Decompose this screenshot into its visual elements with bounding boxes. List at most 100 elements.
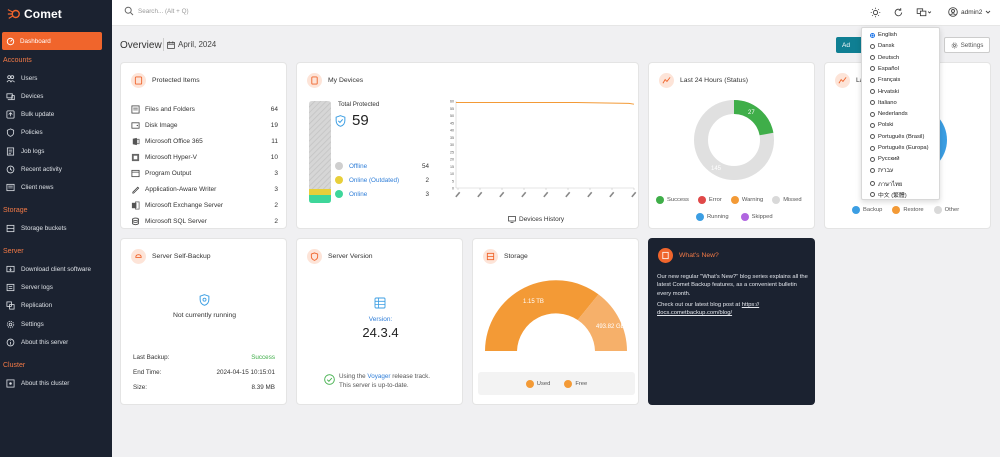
- devices-history-link[interactable]: Devices History: [508, 216, 564, 223]
- legend-item[interactable]: Free: [564, 379, 587, 388]
- refresh-icon[interactable]: [892, 6, 904, 18]
- radio-icon: [870, 181, 875, 187]
- language-option[interactable]: English: [870, 32, 897, 38]
- used-slice: [485, 280, 599, 351]
- devices-icon: [307, 73, 322, 88]
- legend-item[interactable]: Missed: [772, 196, 802, 204]
- status-row-offline[interactable]: Offline 54: [335, 162, 429, 170]
- sidebar-item-job-logs[interactable]: Job logs: [6, 145, 44, 157]
- language-option[interactable]: Polski: [870, 122, 893, 128]
- language-selector[interactable]: [915, 6, 933, 18]
- language-option[interactable]: Italiano: [870, 100, 897, 106]
- language-option[interactable]: ภาษาไทย: [870, 179, 902, 189]
- sidebar-item-download-client[interactable]: Download client software: [6, 263, 91, 275]
- hyper-v-icon: [131, 153, 140, 162]
- language-option[interactable]: Dansk: [870, 43, 894, 49]
- language-option[interactable]: Português (Brasil): [870, 134, 924, 140]
- search-icon: [124, 6, 134, 16]
- x-tick-label: [499, 191, 505, 198]
- sidebar-item-label: Replication: [21, 301, 53, 309]
- status-row-online[interactable]: Online 3: [335, 190, 429, 198]
- legend-label: Warning: [741, 197, 764, 203]
- release-track-link[interactable]: Voyager: [367, 373, 391, 380]
- legend-dot: [697, 196, 706, 204]
- sidebar-item-label: About this cluster: [21, 379, 70, 387]
- language-option[interactable]: 中文 (繁體): [870, 190, 907, 199]
- item-count: 64: [270, 106, 278, 113]
- search-placeholder: Search... (Alt + Q): [138, 7, 189, 15]
- files-folders-icon: [131, 105, 140, 114]
- storage-icon: [483, 249, 498, 264]
- topbar: Search... (Alt + Q) admin2: [112, 0, 1000, 26]
- legend-item[interactable]: Used: [525, 379, 550, 388]
- sidebar-item-replication[interactable]: Replication: [6, 299, 52, 311]
- language-option[interactable]: Português (Europa): [870, 145, 929, 151]
- missed-value: 145: [711, 166, 722, 172]
- dashboard-settings-button[interactable]: Settings: [944, 37, 990, 53]
- sidebar-item-about-server[interactable]: About this server: [6, 336, 68, 348]
- legend-item[interactable]: Running: [696, 213, 729, 221]
- news-icon: [658, 248, 673, 263]
- legend-item[interactable]: Backup: [852, 206, 882, 214]
- sidebar-item-devices[interactable]: Devices: [6, 90, 43, 102]
- sidebar-item-users[interactable]: Users: [6, 72, 37, 84]
- language-option[interactable]: Español: [870, 66, 899, 72]
- legend-item[interactable]: Error: [697, 196, 722, 204]
- sidebar-item-recent-activity[interactable]: Recent activity: [6, 163, 62, 175]
- language-label: Italiano: [878, 99, 897, 106]
- item-label: Microsoft Exchange Server: [145, 202, 224, 209]
- radio-icon: [870, 111, 875, 117]
- status-donut-chart: 27 145: [694, 99, 774, 180]
- status-label: Online: [349, 190, 368, 198]
- language-option[interactable]: Русский: [870, 156, 900, 162]
- version-note: Using the Voyager release track. This se…: [339, 372, 430, 390]
- program-output-icon: [131, 169, 140, 178]
- x-tick-label: [609, 191, 615, 198]
- language-option[interactable]: עברית: [870, 168, 893, 174]
- comet-logo-icon: [7, 9, 20, 19]
- sidebar-item-policies[interactable]: Policies: [6, 126, 43, 138]
- legend-item[interactable]: Other: [933, 206, 959, 214]
- list-item: Microsoft Exchange Server 2: [131, 201, 278, 210]
- language-option[interactable]: Deutsch: [870, 55, 899, 61]
- language-label: Nederlands: [878, 111, 908, 118]
- gear-icon: [6, 320, 15, 329]
- y-tick-label: 40: [450, 129, 454, 133]
- sidebar-item-dashboard[interactable]: Dashboard: [2, 32, 102, 50]
- language-option[interactable]: Hrvatski: [870, 89, 899, 95]
- sidebar-item-storage-buckets[interactable]: Storage buckets: [6, 222, 67, 234]
- search-input[interactable]: Search... (Alt + Q): [124, 6, 189, 16]
- month-picker[interactable]: April, 2024: [167, 40, 216, 49]
- status-legend: Success Error Warning Missed: [656, 196, 802, 204]
- sidebar-item-bulk-update[interactable]: Bulk update: [6, 108, 54, 120]
- add-button[interactable]: Ad: [836, 37, 864, 53]
- legend-item[interactable]: Skipped: [740, 213, 773, 221]
- version-value: 24.3.4: [362, 325, 399, 340]
- devices-history-line: [456, 101, 635, 105]
- language-label: Polski: [878, 122, 894, 129]
- storage-card: Storage 1.15 TB 493.82 GB Used Free: [472, 238, 639, 405]
- language-option[interactable]: Nederlands: [870, 111, 908, 117]
- legend-item[interactable]: Success: [656, 196, 689, 204]
- status-label: Online (Outdated): [349, 176, 400, 184]
- radio-icon: [870, 134, 875, 140]
- section-server: Server: [3, 248, 24, 255]
- legend-dot: [892, 206, 901, 214]
- sidebar-item-settings[interactable]: Settings: [6, 318, 44, 330]
- status-row-outdated[interactable]: Online (Outdated) 2: [335, 176, 429, 184]
- users-icon: [6, 74, 15, 83]
- sidebar-item-client-news[interactable]: Client news: [6, 181, 54, 193]
- comet-logo[interactable]: Comet: [7, 6, 62, 22]
- theme-toggle-icon[interactable]: [869, 6, 881, 18]
- legend-item[interactable]: Restore: [892, 206, 924, 214]
- sidebar-item-about-cluster[interactable]: About this cluster: [6, 377, 69, 389]
- sidebar-item-server-logs[interactable]: Server logs: [6, 281, 53, 293]
- item-label: Program Output: [145, 170, 192, 177]
- replication-icon: [6, 300, 15, 310]
- legend-item[interactable]: Warning: [730, 196, 764, 204]
- language-option[interactable]: Français: [870, 77, 900, 83]
- server-logs-icon: [6, 283, 15, 292]
- blog-link[interactable]: https://: [741, 302, 760, 308]
- user-menu[interactable]: admin2: [948, 7, 991, 17]
- blog-link[interactable]: docs.cometbackup.com/blog/: [657, 310, 733, 317]
